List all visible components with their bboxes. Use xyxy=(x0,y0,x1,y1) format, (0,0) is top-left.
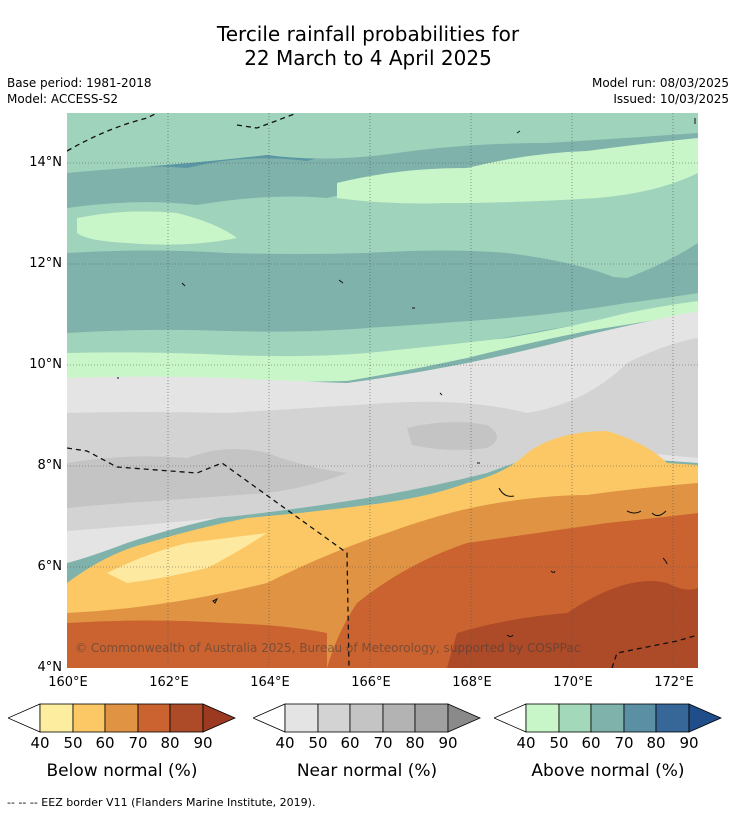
islands xyxy=(117,118,696,637)
legend-swatch xyxy=(104,703,139,733)
map-canvas xyxy=(67,113,698,668)
legend-tick: 40 xyxy=(275,734,295,752)
band-above-50-60-top xyxy=(67,113,698,173)
legend-swatch xyxy=(558,703,592,733)
legend-tick: 70 xyxy=(614,734,634,752)
legend-tick: 50 xyxy=(308,734,328,752)
legend-low-arrow xyxy=(494,703,527,733)
gridlines xyxy=(67,113,698,668)
x-tick-label: 162°E xyxy=(149,675,189,690)
legend-swatch xyxy=(623,703,657,733)
band-above-40-50-top xyxy=(337,138,698,204)
legend-tick: 90 xyxy=(438,734,458,752)
legend-tick: 70 xyxy=(128,734,148,752)
legend-tick: 40 xyxy=(516,734,536,752)
band-below-40-50 xyxy=(107,533,267,583)
legend-tick: 50 xyxy=(63,734,83,752)
legend-swatch xyxy=(525,703,560,733)
probability-map: © Commonwealth of Australia 2025, Bureau… xyxy=(67,113,698,668)
legend-swatch xyxy=(655,703,690,733)
issued-date: Issued: 10/03/2025 xyxy=(613,92,729,106)
x-tick-label: 172°E xyxy=(654,675,694,690)
base-period: Base period: 1981-2018 xyxy=(7,76,152,90)
legend-tick: 60 xyxy=(95,734,115,752)
x-tick-label: 160°E xyxy=(48,675,88,690)
band-below-80-90 xyxy=(447,581,698,668)
legend-low-arrow xyxy=(8,703,41,733)
legend-swatch xyxy=(590,703,625,733)
y-tick-label: 6°N xyxy=(37,559,63,574)
legend-high-arrow xyxy=(447,703,481,733)
legend-swatch xyxy=(349,703,384,733)
legend-colorbar xyxy=(253,703,481,733)
legend-high-arrow xyxy=(688,703,722,733)
legend-swatch xyxy=(382,703,416,733)
legend-tick: 50 xyxy=(549,734,569,752)
legend-tick: 80 xyxy=(160,734,180,752)
legend-colorbar xyxy=(494,703,722,733)
eez-footnote: -- -- -- EEZ border V11 (Flanders Marine… xyxy=(7,796,316,809)
band-near-60-70 xyxy=(67,449,347,508)
legend-title-below: Below normal (%) xyxy=(46,761,198,781)
model-run: Model run: 08/03/2025 xyxy=(591,76,729,90)
band-above-40-50-west xyxy=(77,211,237,245)
band-near-60-70-patch xyxy=(407,422,497,450)
y-tick-label: 8°N xyxy=(37,458,63,473)
legend-near-normal xyxy=(253,702,481,734)
legend-tick: 80 xyxy=(405,734,425,752)
legend-tick: 90 xyxy=(679,734,699,752)
legend-swatch xyxy=(169,703,204,733)
meta-right: Model run: 08/03/2025 Issued: 10/03/2025 xyxy=(592,75,729,107)
legend-swatch xyxy=(414,703,449,733)
eez-border xyxy=(67,113,698,668)
band-below-70-80-west xyxy=(67,620,327,668)
y-tick-label: 14°N xyxy=(29,155,62,170)
legend-tick: 40 xyxy=(30,734,50,752)
legend-swatch xyxy=(317,703,351,733)
legend-title-near: Near normal (%) xyxy=(296,761,438,781)
title-line-2: 22 March to 4 April 2025 xyxy=(244,46,492,70)
legend-tick: 80 xyxy=(646,734,666,752)
legend-below-normal xyxy=(8,702,236,734)
x-tick-label: 164°E xyxy=(250,675,290,690)
legend-title-above: Above normal (%) xyxy=(531,761,685,781)
legend-colorbar xyxy=(8,703,236,733)
legend-swatch xyxy=(137,703,171,733)
model-name: Model: ACCESS-S2 xyxy=(7,92,119,106)
title-line-1: Tercile rainfall probabilities for xyxy=(216,22,520,46)
y-tick-label: 4°N xyxy=(37,660,63,675)
legend-high-arrow xyxy=(202,703,236,733)
legend-tick: 60 xyxy=(340,734,360,752)
y-tick-label: 12°N xyxy=(29,256,62,271)
legend-tick: 90 xyxy=(193,734,213,752)
legend-swatch xyxy=(284,703,319,733)
chart-title: Tercile rainfall probabilities for 22 Ma… xyxy=(0,22,736,70)
y-tick-label: 10°N xyxy=(29,357,62,372)
legend-swatch xyxy=(39,703,74,733)
x-tick-label: 170°E xyxy=(553,675,593,690)
legend-tick: 60 xyxy=(581,734,601,752)
x-tick-label: 166°E xyxy=(351,675,391,690)
band-above-40-50-south xyxy=(67,301,698,385)
band-above-50-60-south xyxy=(67,293,698,371)
legend-above-normal xyxy=(494,702,722,734)
legend-tick: 70 xyxy=(373,734,393,752)
copyright-text: © Commonwealth of Australia 2025, Bureau… xyxy=(75,641,581,655)
legend-swatch xyxy=(72,703,106,733)
x-tick-label: 168°E xyxy=(452,675,492,690)
legend-low-arrow xyxy=(253,703,286,733)
meta-left: Base period: 1981-2018 Model: ACCESS-S2 xyxy=(7,75,152,107)
